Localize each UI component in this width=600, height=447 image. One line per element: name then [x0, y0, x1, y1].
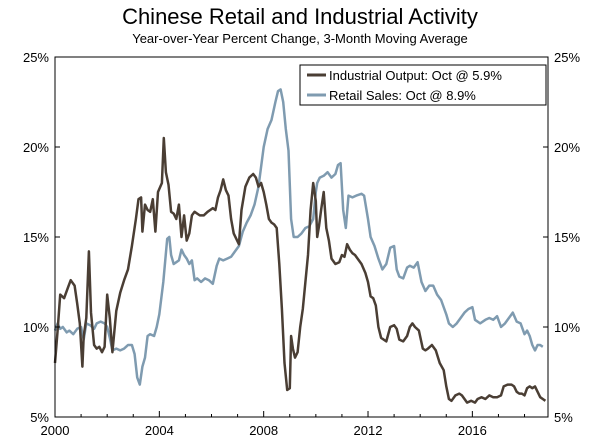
- y-tick-label-right: 15%: [554, 230, 580, 245]
- y-tick-label-right: 5%: [554, 410, 573, 425]
- retail-sales-line: [53, 88, 544, 386]
- x-tick-label: 2012: [354, 423, 383, 438]
- plot-frame: [54, 56, 549, 418]
- x-tick-label: 2004: [145, 423, 174, 438]
- x-tick-label: 2000: [41, 423, 70, 438]
- y-tick-label-left: 20%: [23, 140, 49, 155]
- x-tick-label: 2016: [458, 423, 487, 438]
- legend: Industrial Output: Oct @ 5.9% Retail Sale…: [299, 64, 547, 106]
- y-tick-label-left: 5%: [30, 410, 49, 425]
- y-tick-label-right: 25%: [554, 50, 580, 65]
- y-tick-label-right: 20%: [554, 140, 580, 155]
- y-tick-label-left: 10%: [23, 320, 49, 335]
- y-tick-label-left: 25%: [23, 50, 49, 65]
- chart-subtitle: Year-over-Year Percent Change, 3-Month M…: [132, 31, 468, 46]
- industrial-output-line: [53, 136, 547, 404]
- y-tick-label-left: 15%: [23, 230, 49, 245]
- legend-label-retail: Retail Sales: Oct @ 8.9%: [329, 88, 476, 103]
- chart-title: Chinese Retail and Industrial Activity: [122, 4, 478, 29]
- y-tick-label-right: 10%: [554, 320, 580, 335]
- legend-label-industrial: Industrial Output: Oct @ 5.9%: [329, 68, 502, 83]
- legend-box: [299, 64, 547, 106]
- x-tick-label: 2008: [249, 423, 278, 438]
